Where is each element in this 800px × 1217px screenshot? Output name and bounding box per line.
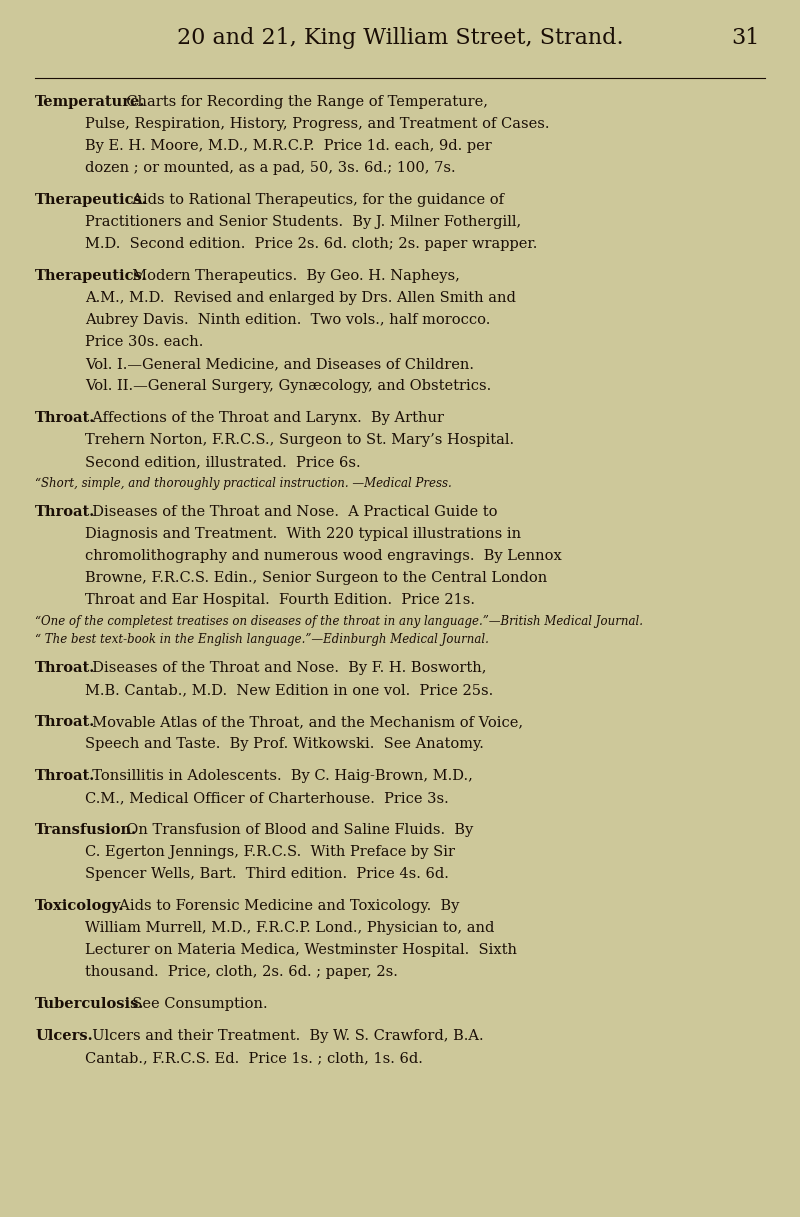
- Text: Aids to Forensic Medicine and Toxicology.  By: Aids to Forensic Medicine and Toxicology…: [110, 899, 459, 913]
- Text: Therapeutics.: Therapeutics.: [35, 194, 148, 207]
- Text: Browne, F.R.C.S. Edin., Senior Surgeon to the Central London: Browne, F.R.C.S. Edin., Senior Surgeon t…: [85, 571, 547, 585]
- Text: “Short, simple, and thoroughly practical instruction. —Medical Press.: “Short, simple, and thoroughly practical…: [35, 477, 452, 490]
- Text: chromolithography and numerous wood engravings.  By Lennox: chromolithography and numerous wood engr…: [85, 549, 562, 563]
- Text: thousand.  Price, cloth, 2s. 6d. ; paper, 2s.: thousand. Price, cloth, 2s. 6d. ; paper,…: [85, 965, 398, 978]
- Text: Throat.: Throat.: [35, 505, 95, 518]
- Text: Diseases of the Throat and Nose.  By F. H. Bosworth,: Diseases of the Throat and Nose. By F. H…: [82, 661, 486, 675]
- Text: A.M., M.D.  Revised and enlarged by Drs. Allen Smith and: A.M., M.D. Revised and enlarged by Drs. …: [85, 291, 516, 305]
- Text: Price 30s. each.: Price 30s. each.: [85, 335, 203, 349]
- Text: Aubrey Davis.  Ninth edition.  Two vols., half morocco.: Aubrey Davis. Ninth edition. Two vols., …: [85, 313, 490, 327]
- Text: M.B. Cantab., M.D.  New Edition in one vol.  Price 25s.: M.B. Cantab., M.D. New Edition in one vo…: [85, 683, 494, 697]
- Text: Throat.: Throat.: [35, 716, 95, 729]
- Text: Throat.: Throat.: [35, 411, 95, 425]
- Text: Throat.: Throat.: [35, 661, 95, 675]
- Text: Modern Therapeutics.  By Geo. H. Napheys,: Modern Therapeutics. By Geo. H. Napheys,: [123, 269, 460, 284]
- Text: M.D.  Second edition.  Price 2s. 6d. cloth; 2s. paper wrapper.: M.D. Second edition. Price 2s. 6d. cloth…: [85, 237, 538, 251]
- Text: Tonsillitis in Adolescents.  By C. Haig-Brown, M.D.,: Tonsillitis in Adolescents. By C. Haig-B…: [82, 769, 473, 783]
- Text: Vol. II.—General Surgery, Gynæcology, and Obstetrics.: Vol. II.—General Surgery, Gynæcology, an…: [85, 378, 491, 393]
- Text: On Transfusion of Blood and Saline Fluids.  By: On Transfusion of Blood and Saline Fluid…: [117, 823, 473, 837]
- Text: Transfusion.: Transfusion.: [35, 823, 137, 837]
- Text: Speech and Taste.  By Prof. Witkowski.  See Anatomy.: Speech and Taste. By Prof. Witkowski. Se…: [85, 738, 484, 751]
- Text: William Murrell, M.D., F.R.C.P. Lond., Physician to, and: William Murrell, M.D., F.R.C.P. Lond., P…: [85, 921, 494, 935]
- Text: Throat and Ear Hospital.  Fourth Edition.  Price 21s.: Throat and Ear Hospital. Fourth Edition.…: [85, 593, 475, 607]
- Text: 20 and 21, King William Street, Strand.: 20 and 21, King William Street, Strand.: [177, 27, 623, 49]
- Text: Temperature.: Temperature.: [35, 95, 146, 110]
- Text: “One of the completest treatises on diseases of the throat in any language.”—Bri: “One of the completest treatises on dise…: [35, 615, 643, 628]
- Text: Charts for Recording the Range of Temperature,: Charts for Recording the Range of Temper…: [117, 95, 488, 110]
- Text: Therapeutics.: Therapeutics.: [35, 269, 148, 284]
- Text: See Consumption.: See Consumption.: [123, 997, 268, 1011]
- Text: Affections of the Throat and Larynx.  By Arthur: Affections of the Throat and Larynx. By …: [82, 411, 443, 425]
- Text: dozen ; or mounted, as a pad, 50, 3s. 6d.; 100, 7s.: dozen ; or mounted, as a pad, 50, 3s. 6d…: [85, 161, 456, 175]
- Text: Aids to Rational Therapeutics, for the guidance of: Aids to Rational Therapeutics, for the g…: [123, 194, 504, 207]
- Text: Trehern Norton, F.R.C.S., Surgeon to St. Mary’s Hospital.: Trehern Norton, F.R.C.S., Surgeon to St.…: [85, 433, 514, 447]
- Text: 31: 31: [732, 27, 760, 49]
- Text: Ulcers and their Treatment.  By W. S. Crawford, B.A.: Ulcers and their Treatment. By W. S. Cra…: [82, 1030, 483, 1043]
- Text: Ulcers.: Ulcers.: [35, 1030, 93, 1043]
- Text: Lecturer on Materia Medica, Westminster Hospital.  Sixth: Lecturer on Materia Medica, Westminster …: [85, 943, 517, 957]
- Text: C. Egerton Jennings, F.R.C.S.  With Preface by Sir: C. Egerton Jennings, F.R.C.S. With Prefa…: [85, 845, 455, 859]
- Text: Pulse, Respiration, History, Progress, and Treatment of Cases.: Pulse, Respiration, History, Progress, a…: [85, 117, 550, 131]
- Text: Throat.: Throat.: [35, 769, 95, 783]
- Text: Spencer Wells, Bart.  Third edition.  Price 4s. 6d.: Spencer Wells, Bart. Third edition. Pric…: [85, 867, 449, 881]
- Text: C.M., Medical Officer of Charterhouse.  Price 3s.: C.M., Medical Officer of Charterhouse. P…: [85, 791, 449, 804]
- Text: Tuberculosis.: Tuberculosis.: [35, 997, 144, 1011]
- Text: Vol. I.—General Medicine, and Diseases of Children.: Vol. I.—General Medicine, and Diseases o…: [85, 357, 474, 371]
- Text: Diseases of the Throat and Nose.  A Practical Guide to: Diseases of the Throat and Nose. A Pract…: [82, 505, 497, 518]
- Text: Diagnosis and Treatment.  With 220 typical illustrations in: Diagnosis and Treatment. With 220 typica…: [85, 527, 521, 542]
- Text: Practitioners and Senior Students.  By J. Milner Fothergill,: Practitioners and Senior Students. By J.…: [85, 215, 522, 229]
- Text: Movable Atlas of the Throat, and the Mechanism of Voice,: Movable Atlas of the Throat, and the Mec…: [82, 716, 522, 729]
- Text: Cantab., F.R.C.S. Ed.  Price 1s. ; cloth, 1s. 6d.: Cantab., F.R.C.S. Ed. Price 1s. ; cloth,…: [85, 1051, 423, 1065]
- Text: Toxicology.: Toxicology.: [35, 899, 125, 913]
- Text: Second edition, illustrated.  Price 6s.: Second edition, illustrated. Price 6s.: [85, 455, 361, 469]
- Text: “ The best text-book in the English language.”—Edinburgh Medical Journal.: “ The best text-book in the English lang…: [35, 633, 489, 646]
- Text: By E. H. Moore, M.D., M.R.C.P.  Price 1d. each, 9d. per: By E. H. Moore, M.D., M.R.C.P. Price 1d.…: [85, 139, 492, 153]
